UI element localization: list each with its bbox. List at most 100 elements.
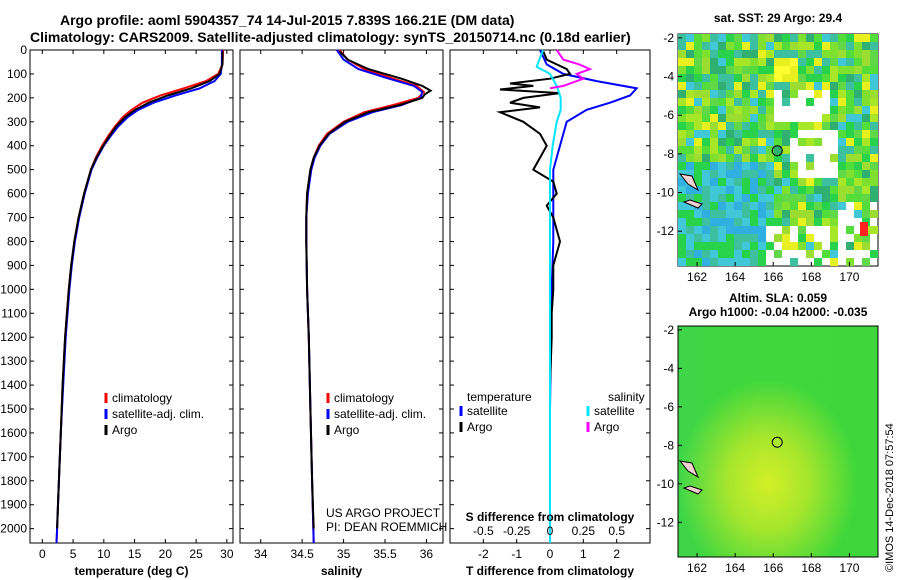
sst-cell (774, 66, 782, 74)
salinity-series-argo (305, 50, 433, 529)
sst-cell (798, 242, 806, 250)
sst-cell (758, 258, 766, 266)
sst-cell (742, 210, 750, 218)
sst-cell (790, 50, 798, 58)
sst-ytick-label--12: -12 (657, 224, 675, 238)
sst-cell (678, 90, 686, 98)
sst-cell (694, 106, 702, 114)
sst-cell (686, 170, 694, 178)
temperature-xtick-label-0: 0 (39, 547, 46, 561)
sst-cell (862, 178, 870, 186)
sst-cell (726, 218, 734, 226)
sst-cell (734, 50, 742, 58)
sst-cell (758, 226, 766, 234)
sst-cell (702, 82, 710, 90)
sla-ytick-label--8: -8 (663, 438, 674, 452)
sst-cell (854, 234, 862, 242)
sst-cell (870, 194, 878, 202)
sst-cell (702, 130, 710, 138)
sst-cell (766, 34, 774, 42)
temperature-xtick-label-25: 25 (189, 547, 203, 561)
sst-cell (870, 74, 878, 82)
sst-cell (774, 82, 782, 90)
sst-cell (822, 210, 830, 218)
sst-cell (862, 146, 870, 154)
sst-cell (686, 98, 694, 106)
sst-cell (750, 234, 758, 242)
sst-cell (790, 210, 798, 218)
sst-cell (742, 42, 750, 50)
sst-cell (798, 178, 806, 186)
sst-cell (806, 82, 814, 90)
sst-cell (686, 122, 694, 130)
sst-cell (678, 58, 686, 66)
difference-x2tick-label-0: -0.5 (473, 524, 494, 538)
depth-tick-label-1900: 1900 (0, 498, 27, 512)
sst-cell (726, 42, 734, 50)
sst-cell (798, 218, 806, 226)
sla-xtick-label-166: 166 (763, 561, 783, 575)
sst-cell (742, 170, 750, 178)
sst-cell (758, 210, 766, 218)
sst-cell (846, 162, 854, 170)
sst-cell (790, 218, 798, 226)
sst-cell (846, 50, 854, 58)
sst-cell (766, 66, 774, 74)
sst-cell (822, 82, 830, 90)
sst-cell (734, 234, 742, 242)
sst-island-efate (682, 199, 703, 209)
sst-cell (806, 218, 814, 226)
sst-cell (702, 242, 710, 250)
sst-cell (766, 114, 774, 122)
sst-cell (734, 98, 742, 106)
sst-cell (862, 114, 870, 122)
sst-cell (750, 130, 758, 138)
sst-cell (870, 154, 878, 162)
sst-cell (870, 58, 878, 66)
sst-cell (694, 138, 702, 146)
sst-cell (686, 226, 694, 234)
sst-cell (870, 226, 878, 234)
sst-cell (766, 162, 774, 170)
sst-cell (838, 82, 846, 90)
depth-tick-label-400: 400 (7, 139, 27, 153)
sst-cell (798, 58, 806, 66)
sst-cell (782, 162, 790, 170)
sst-cell (742, 202, 750, 210)
difference-xaxis-label: T difference from climatology (466, 564, 634, 578)
sst-cell (702, 106, 710, 114)
sst-cell (862, 210, 870, 218)
sst-cell (854, 154, 862, 162)
sst-cell (822, 114, 830, 122)
sst-cell (702, 234, 710, 242)
sst-cell (774, 194, 782, 202)
sst-cell (758, 178, 766, 186)
sst-cell (790, 82, 798, 90)
salinity-xaxis-label: salinity (321, 564, 363, 578)
difference-x2tick-label-2: 0 (547, 524, 554, 538)
sst-cell (758, 82, 766, 90)
sst-ytick-label--4: -4 (663, 70, 674, 84)
sst-cell (798, 186, 806, 194)
sst-cell (798, 226, 806, 234)
sst-cell (782, 170, 790, 178)
sst-cell (694, 242, 702, 250)
sst-cell (862, 138, 870, 146)
sst-cell (854, 58, 862, 66)
sst-cell (718, 66, 726, 74)
sst-cell (814, 218, 822, 226)
sst-cell (766, 202, 774, 210)
sst-cell (838, 186, 846, 194)
sst-cell (742, 178, 750, 186)
temperature-xaxis-label: temperature (deg C) (74, 564, 188, 578)
sst-cell (790, 194, 798, 202)
sst-cell (766, 50, 774, 58)
sst-cell (782, 90, 790, 98)
sst-cell (838, 154, 846, 162)
sst-cell (734, 210, 742, 218)
sst-cell (782, 50, 790, 58)
sst-cell (806, 50, 814, 58)
sst-cell (774, 202, 782, 210)
sst-cell (726, 170, 734, 178)
